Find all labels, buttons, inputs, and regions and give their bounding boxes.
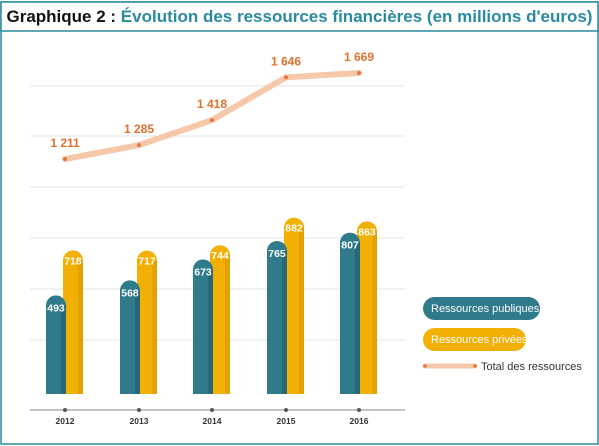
bar-privees-shade: [225, 255, 230, 394]
x-tick: [137, 408, 141, 412]
bar-privees: [357, 221, 377, 394]
x-tick-label: 2015: [277, 416, 296, 426]
x-tick-label: 2014: [203, 416, 222, 426]
legend-swatch-privees: [423, 328, 526, 351]
bar-label-publiques: 673: [194, 266, 212, 278]
bar-label-privees: 717: [138, 256, 156, 268]
bar-privees: [137, 250, 157, 394]
bar-label-privees: 882: [285, 223, 303, 235]
x-tick-label: 2013: [130, 416, 149, 426]
total-point: [137, 143, 141, 148]
legend-label-privees: Ressources privées: [431, 334, 528, 346]
legend-dot-total: [473, 364, 477, 368]
bar-label-privees: 863: [358, 226, 376, 238]
x-tick: [284, 408, 288, 412]
bar-publiques-shade: [61, 305, 66, 394]
total-value-label: 1 418: [197, 97, 227, 111]
x-tick-label: 2016: [350, 416, 369, 426]
bar-publiques-shade: [208, 269, 213, 394]
legend-swatch-publiques: [423, 297, 540, 320]
bar-publiques-shade: [282, 251, 287, 394]
total-value-label: 1 669: [344, 50, 374, 64]
legend-label-publiques: Ressources publiques: [431, 303, 540, 315]
bar-label-privees: 744: [211, 250, 229, 262]
x-tick: [357, 408, 361, 412]
total-point: [284, 75, 288, 80]
bar-privees: [284, 217, 304, 394]
bar-privees-shade: [299, 227, 304, 394]
total-point: [357, 71, 361, 75]
x-tick-label: 2012: [56, 416, 75, 426]
bar-publiques-shade: [135, 290, 140, 394]
chart-title-main: Évolution des ressources financières (en…: [121, 7, 593, 26]
bar-label-privees: 718: [64, 255, 82, 267]
legend-dot-total: [423, 364, 427, 368]
bars: 718 493 717 568 744 673 882 765 863 807: [46, 217, 377, 394]
bar-privees-shade: [152, 260, 157, 394]
total-value-label: 1 646: [271, 54, 301, 68]
bar-label-publiques: 493: [47, 302, 65, 314]
total-value-label: 1 211: [50, 136, 80, 150]
bar-label-publiques: 568: [121, 287, 139, 299]
total-value-label: 1 285: [124, 122, 154, 136]
title-bar: [0, 1, 599, 32]
total-point: [63, 157, 67, 161]
x-axis: 2012 2013 2014 2015 2016: [30, 408, 405, 426]
x-tick: [210, 408, 214, 412]
bar-privees-shade: [78, 260, 83, 394]
bar-privees-shade: [372, 231, 377, 394]
x-tick: [63, 408, 67, 412]
bar-privees: [63, 250, 83, 394]
bar-label-publiques: 807: [341, 240, 359, 252]
chart-title: Graphique 2 : Évolution des ressources f…: [7, 7, 593, 26]
chart-title-prefix: Graphique 2 :: [7, 7, 121, 26]
bar-publiques-shade: [355, 242, 360, 394]
bar-privees: [210, 245, 230, 394]
legend: Ressources publiques Ressources privées To…: [422, 297, 582, 373]
total-point: [210, 118, 214, 123]
legend-label-total: Total des ressources: [481, 361, 582, 373]
bar-label-publiques: 765: [268, 248, 286, 260]
total-line: 1 211 1 285 1 418 1 646 1 669: [50, 50, 374, 162]
